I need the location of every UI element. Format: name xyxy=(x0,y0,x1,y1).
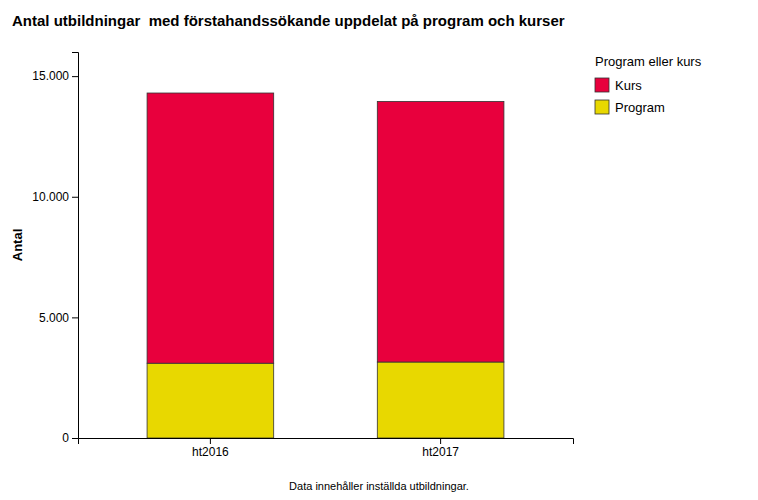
legend-swatch xyxy=(595,78,609,92)
bar xyxy=(147,93,274,363)
y-tick-mark xyxy=(72,317,78,318)
x-tick-label: ht2016 xyxy=(192,445,229,459)
y-tick-label: 10.000 xyxy=(32,190,69,204)
legend-swatch xyxy=(595,100,609,114)
y-axis-line xyxy=(72,53,79,439)
x-axis: ht2016 ht2017 xyxy=(79,438,574,459)
legend-item: Kurs xyxy=(595,78,642,93)
x-axis-line xyxy=(79,439,574,445)
plot-area: 0 5.000 10.000 15.000 ht2016 ht2017 xyxy=(32,53,573,459)
bars xyxy=(147,93,504,438)
x-tick: ht2017 xyxy=(422,438,459,459)
bar xyxy=(377,362,504,438)
y-tick-mark xyxy=(72,76,78,77)
chart: 0 5.000 10.000 15.000 ht2016 ht2017 Antal Antal… xyxy=(0,0,758,500)
y-tick-label: 15.000 xyxy=(32,69,69,83)
bar xyxy=(377,101,504,362)
y-tick: 0 xyxy=(62,431,78,445)
y-tick: 5.000 xyxy=(39,311,78,325)
y-tick-label: 0 xyxy=(62,431,69,445)
x-tick-mark xyxy=(210,438,211,444)
bar xyxy=(147,363,274,438)
y-tick-mark xyxy=(72,197,78,198)
legend: Program eller kurs Kurs Program xyxy=(595,54,702,115)
y-tick: 10.000 xyxy=(32,190,78,204)
x-tick-label: ht2017 xyxy=(422,445,459,459)
x-tick: ht2016 xyxy=(192,438,229,459)
y-label: Antal xyxy=(10,229,25,262)
y-axis: 0 5.000 10.000 15.000 xyxy=(32,53,78,446)
y-tick: 15.000 xyxy=(32,69,78,83)
x-tick-mark xyxy=(440,438,441,444)
y-tick-mark xyxy=(72,438,78,439)
legend-label: Kurs xyxy=(615,78,642,93)
bar-series xyxy=(147,362,504,438)
legend-item: Program xyxy=(595,100,665,115)
y-tick-label: 5.000 xyxy=(39,311,69,325)
title: Antal utbildningar med förstahandssökand… xyxy=(12,12,565,29)
bar-series xyxy=(147,93,504,363)
legend-title: Program eller kurs xyxy=(595,54,702,69)
footnote: Data innehåller inställda utbildningar. xyxy=(289,480,469,492)
legend-label: Program xyxy=(615,100,665,115)
